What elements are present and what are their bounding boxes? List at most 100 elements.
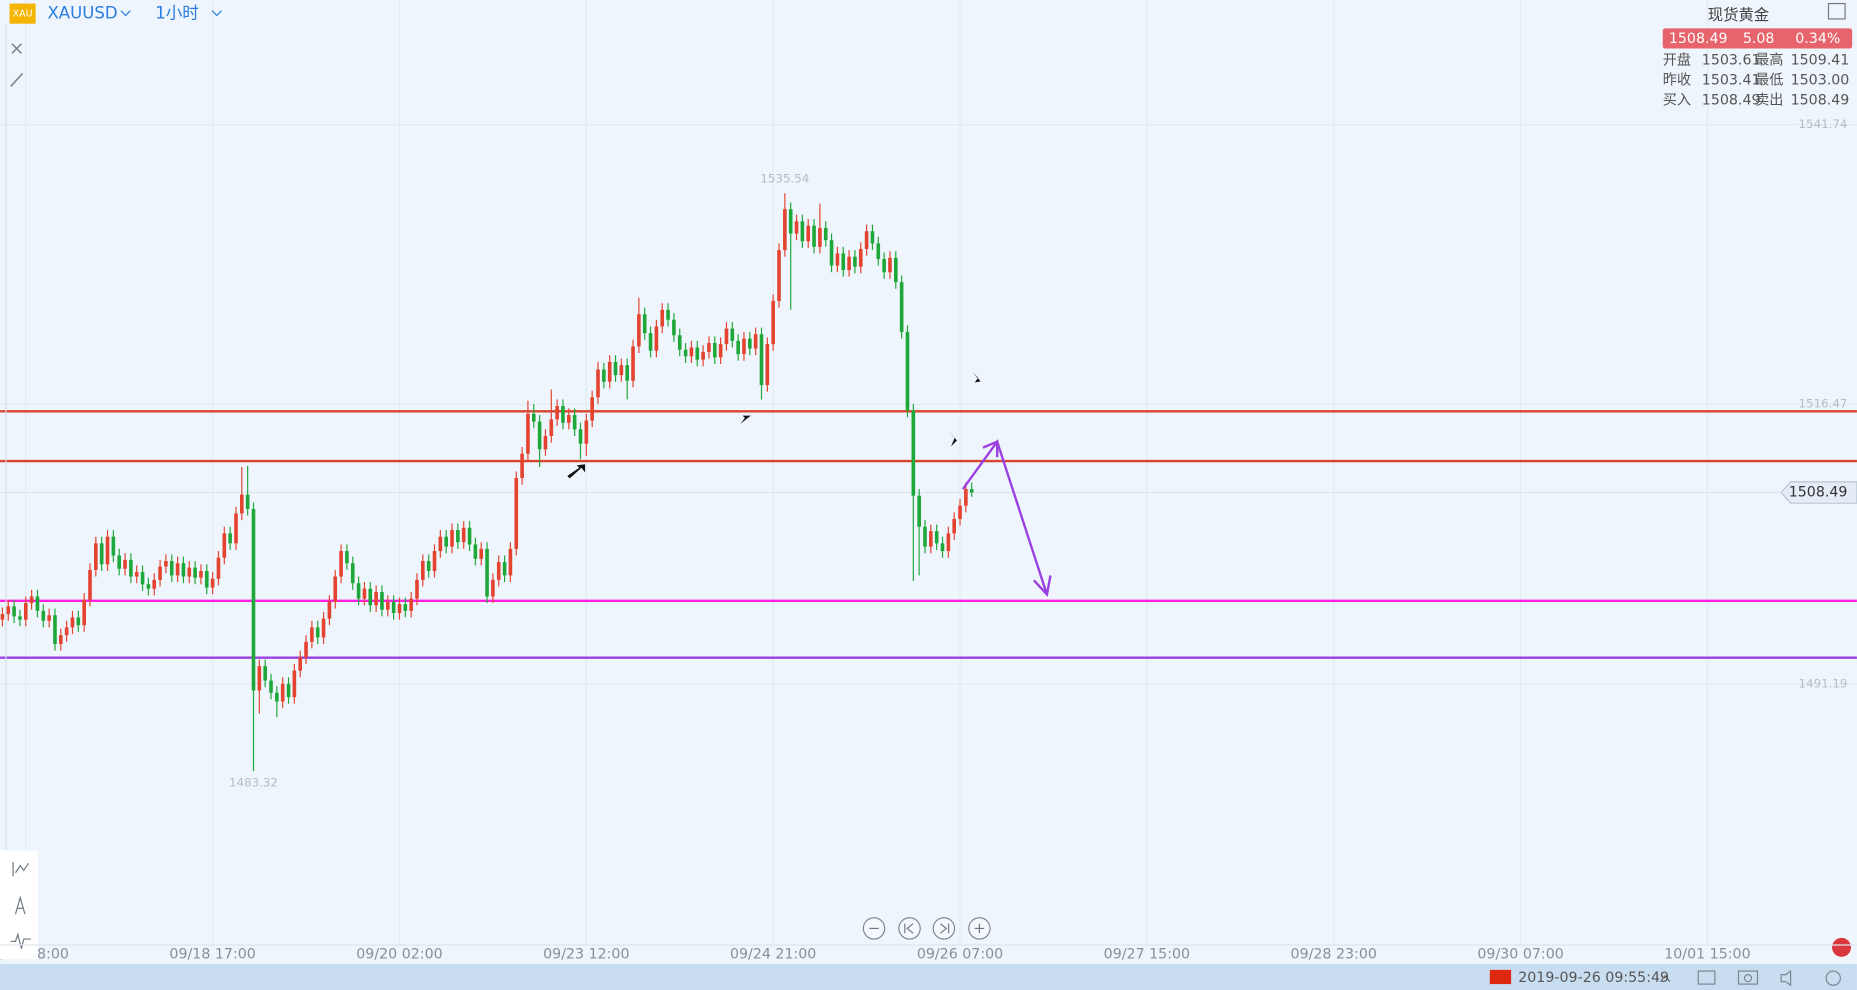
- low-label: 1483.32: [229, 775, 278, 789]
- candle-body: [531, 413, 536, 422]
- candle-body: [543, 435, 548, 450]
- candle-body: [584, 420, 589, 444]
- candle-body: [969, 489, 974, 493]
- candle-body: [333, 576, 338, 602]
- interval-dropdown[interactable]: [211, 10, 222, 17]
- candle-body: [58, 635, 63, 645]
- candle-body: [444, 536, 448, 547]
- candle-body: [467, 527, 472, 545]
- candle-body: [292, 670, 297, 698]
- candle-body: [648, 333, 653, 351]
- grid: [0, 0, 1857, 945]
- candle-body: [491, 579, 495, 597]
- left-tools: [10, 43, 24, 87]
- candle-body: [345, 551, 349, 564]
- candle-body: [70, 617, 75, 628]
- candle-body: [520, 453, 524, 479]
- candle-body: [777, 250, 781, 301]
- close-button[interactable]: [11, 43, 22, 54]
- candle-body: [812, 225, 816, 247]
- candle-body: [724, 328, 729, 345]
- quote-label: 最高: [1755, 51, 1783, 68]
- x-tick-label: 09/28 23:00: [1291, 946, 1377, 962]
- alert-icon[interactable]: [1832, 937, 1851, 957]
- candle-body: [245, 494, 250, 510]
- candle-body: [41, 610, 46, 621]
- candle-body: [514, 478, 519, 549]
- symbol-dropdown[interactable]: [120, 10, 131, 17]
- candle-body: [105, 536, 110, 565]
- candle-body: [742, 338, 746, 355]
- candle-body: [677, 335, 682, 350]
- quote-label: 卖出: [1755, 92, 1783, 109]
- candle-body: [730, 328, 735, 341]
- candle-body: [964, 489, 968, 506]
- collapse-button[interactable]: [10, 72, 24, 87]
- quote-change: 5.08: [1743, 31, 1775, 47]
- candle-body: [432, 551, 437, 571]
- x-tick-label: 09/18 17:00: [169, 946, 255, 962]
- candle-body: [631, 346, 635, 381]
- candle-body: [893, 257, 898, 283]
- quote-price: 1508.49: [1669, 31, 1728, 47]
- candle-body: [946, 533, 951, 552]
- quote-label: 开盘: [1663, 50, 1691, 68]
- status-icons[interactable]: [1697, 969, 1841, 987]
- candle-body: [409, 598, 413, 611]
- candle-body: [280, 683, 285, 702]
- candle-body: [426, 561, 431, 571]
- panel-toggle[interactable]: [1827, 2, 1846, 20]
- candle-body: [508, 548, 513, 576]
- candle-body: [660, 309, 665, 327]
- candle-body: [899, 282, 904, 332]
- candle-body: [385, 601, 390, 610]
- levels: [0, 410, 1857, 659]
- candle-body: [537, 421, 542, 450]
- zoom-buttons[interactable]: [862, 917, 991, 940]
- candle-body: [175, 563, 180, 576]
- candle-body: [117, 555, 122, 569]
- y-tick-label: 1516.47: [1799, 397, 1848, 411]
- candle-body: [701, 351, 705, 360]
- quote-value: 1509.41: [1791, 52, 1850, 68]
- candle-body: [257, 666, 262, 691]
- zoom-glyphs: [869, 923, 985, 934]
- interval[interactable]: 1小时: [155, 4, 199, 23]
- candle-body: [129, 559, 133, 577]
- candle-body: [298, 657, 303, 671]
- candle-body: [923, 526, 927, 547]
- candle-body: [152, 579, 157, 589]
- datetime-toggle[interactable]: [1659, 974, 1671, 983]
- candle-body: [210, 578, 215, 588]
- candle-body: [736, 340, 740, 355]
- candle-body: [712, 343, 717, 358]
- candle-body: [193, 567, 197, 578]
- candle-body: [625, 365, 630, 381]
- candle-body: [502, 562, 507, 576]
- quote-label: 买入: [1663, 92, 1691, 109]
- candle-body: [374, 592, 378, 606]
- candle-body: [456, 530, 460, 543]
- symbol[interactable]: XAUUSD: [47, 4, 117, 23]
- candle-body: [134, 572, 139, 577]
- candle-body: [642, 314, 647, 334]
- candle-body: [199, 570, 203, 578]
- quote-value: 1508.49: [1702, 93, 1761, 109]
- candle-body: [269, 680, 273, 693]
- candle-body: [590, 397, 594, 421]
- current-price: 1508.49: [1789, 485, 1848, 501]
- tool-icons[interactable]: [10, 862, 31, 949]
- x-tick-label: 09/26 07:00: [917, 946, 1003, 962]
- quote-value: 1503.41: [1702, 73, 1761, 89]
- y-tick-label: 1491.19: [1799, 676, 1848, 690]
- candle-body: [940, 543, 945, 552]
- candle-body: [240, 494, 244, 514]
- candle-body: [672, 319, 676, 336]
- candle-body: [169, 561, 174, 576]
- candle-body: [228, 533, 232, 544]
- candles: [0, 193, 974, 772]
- candle-body: [759, 334, 764, 386]
